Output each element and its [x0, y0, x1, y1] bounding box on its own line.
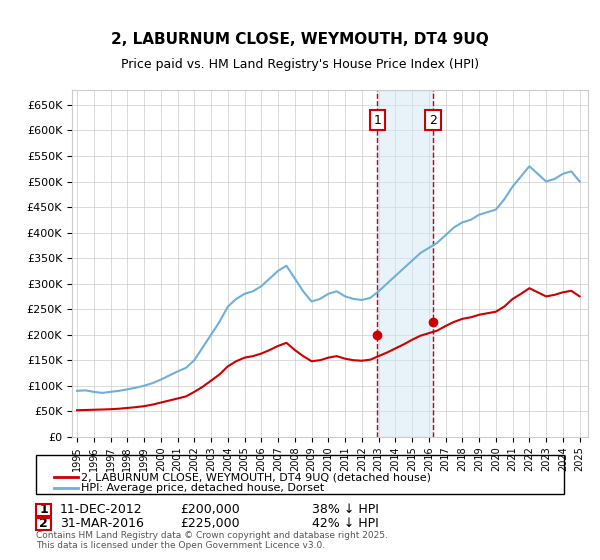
Text: £200,000: £200,000 [180, 503, 240, 516]
Bar [377, 90, 433, 437]
Text: 2, LABURNUM CLOSE, WEYMOUTH, DT4 9UQ (detached house): 2, LABURNUM CLOSE, WEYMOUTH, DT4 9UQ (de… [81, 472, 431, 482]
Text: Contains HM Land Registry data © Crown copyright and database right 2025.
This d: Contains HM Land Registry data © Crown c… [36, 530, 388, 550]
Text: 2: 2 [40, 517, 48, 530]
Text: 1: 1 [373, 114, 381, 127]
Text: 1: 1 [40, 503, 48, 516]
Text: 42% ↓ HPI: 42% ↓ HPI [312, 517, 379, 530]
Text: 2, LABURNUM CLOSE, WEYMOUTH, DT4 9UQ: 2, LABURNUM CLOSE, WEYMOUTH, DT4 9UQ [111, 32, 489, 46]
Text: £225,000: £225,000 [180, 517, 239, 530]
Text: 2: 2 [429, 114, 437, 127]
Text: Price paid vs. HM Land Registry's House Price Index (HPI): Price paid vs. HM Land Registry's House … [121, 58, 479, 71]
Text: 38% ↓ HPI: 38% ↓ HPI [312, 503, 379, 516]
Text: 31-MAR-2016: 31-MAR-2016 [60, 517, 144, 530]
Text: 11-DEC-2012: 11-DEC-2012 [60, 503, 143, 516]
Text: HPI: Average price, detached house, Dorset: HPI: Average price, detached house, Dors… [81, 483, 324, 493]
